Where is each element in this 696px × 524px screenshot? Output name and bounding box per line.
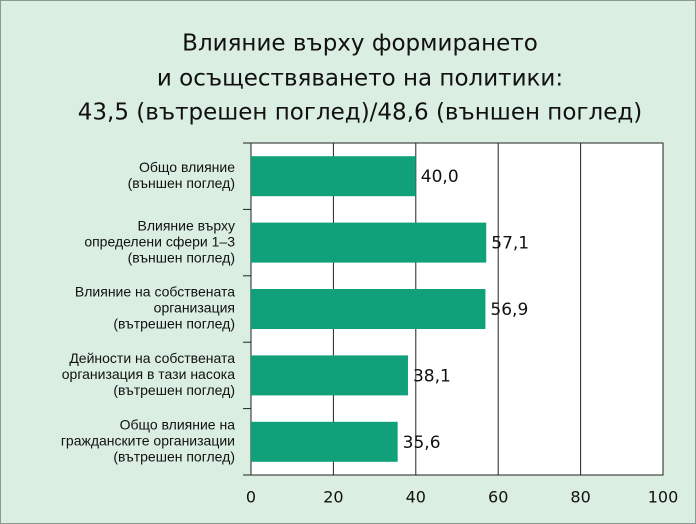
y-tick-label: (външен поглед)	[128, 249, 235, 265]
y-tick-label: (вътрешен поглед)	[113, 382, 235, 398]
bar	[251, 156, 416, 197]
x-tick-label: 100	[648, 488, 679, 507]
y-tick-label: (вътрешен поглед)	[113, 449, 235, 465]
value-label: 35,6	[403, 433, 441, 453]
chart-title: и осъществяването на политики:	[157, 66, 563, 92]
bar	[251, 421, 398, 462]
y-tick-label: Дейности на собствената	[69, 350, 235, 366]
bar	[251, 289, 486, 329]
bar	[251, 355, 408, 396]
chart-title: Влияние върху формирането	[182, 31, 538, 57]
x-tick-label: 40	[406, 488, 426, 507]
y-tick-label: (вътрешен поглед)	[113, 316, 235, 332]
value-label: 57,1	[491, 234, 529, 254]
y-tick-label: Влияние върху	[138, 217, 236, 233]
chart-title: 43,5 (вътрешен поглед)/48,6 (външен погл…	[78, 100, 642, 126]
y-tick-label: гражданските организации	[61, 433, 235, 449]
y-tick-label: Общо влияние на	[120, 417, 236, 433]
y-tick-label: Влияние на собствената	[75, 284, 235, 300]
y-tick-label: организация в тази насока	[62, 366, 235, 382]
bar	[251, 222, 487, 263]
x-tick-label: 60	[488, 488, 508, 507]
value-label: 38,1	[413, 366, 451, 386]
y-tick-label: определени сфери 1–3	[84, 233, 235, 249]
x-tick-label: 20	[323, 488, 343, 507]
value-label: 40,0	[421, 167, 459, 187]
value-label: 56,9	[490, 300, 528, 320]
y-tick-label: Общо влияние	[139, 159, 235, 175]
x-tick-label: 80	[570, 488, 590, 507]
y-tick-label: организация	[154, 300, 235, 316]
y-tick-label: (външен поглед)	[128, 175, 235, 191]
x-tick-label: 0	[246, 488, 256, 507]
